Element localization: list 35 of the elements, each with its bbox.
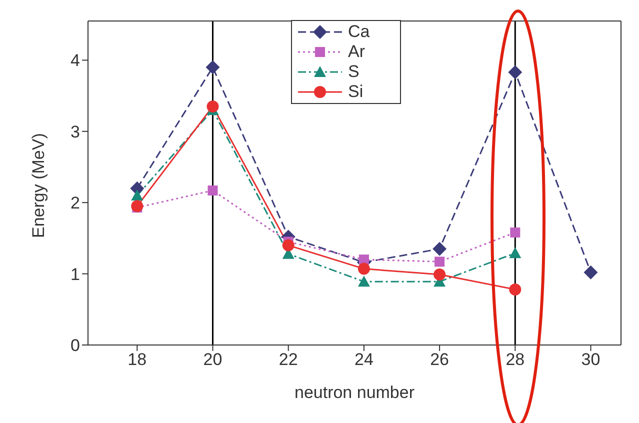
x-tick-label: 24: [354, 350, 374, 370]
y-tick-label: 2: [70, 194, 80, 213]
point: [432, 242, 447, 256]
point: [282, 239, 294, 252]
point: [206, 100, 219, 112]
point: [509, 247, 522, 258]
point: [358, 254, 369, 265]
point: [510, 227, 520, 238]
point: [584, 265, 598, 280]
y-axis-title: Energy (MeV): [29, 133, 48, 238]
legend-label: Si: [348, 82, 364, 102]
point: [358, 262, 370, 275]
point: [131, 200, 144, 212]
point: [508, 65, 522, 80]
y-tick-label: 3: [70, 122, 80, 142]
point: [206, 60, 220, 74]
legend-label: Ca: [348, 22, 370, 42]
legend-label: Ar: [348, 42, 365, 62]
point: [131, 189, 144, 200]
x-tick-label: 26: [430, 350, 450, 370]
point: [434, 268, 446, 281]
y-tick-label: 0: [70, 336, 80, 356]
point: [358, 276, 370, 287]
legend-label: S: [348, 62, 360, 82]
point: [208, 185, 218, 196]
x-tick-label: 18: [128, 350, 147, 370]
x-tick-label: 28: [506, 350, 525, 370]
x-tick-label: 22: [278, 350, 298, 370]
point: [509, 283, 522, 296]
y-tick-label: 1: [70, 264, 80, 284]
x-tick-label: 30: [581, 350, 600, 370]
point: [434, 256, 445, 267]
x-tick-label: 20: [203, 350, 222, 370]
x-axis-title: neutron number: [294, 383, 415, 402]
y-tick-label: 4: [70, 51, 80, 70]
